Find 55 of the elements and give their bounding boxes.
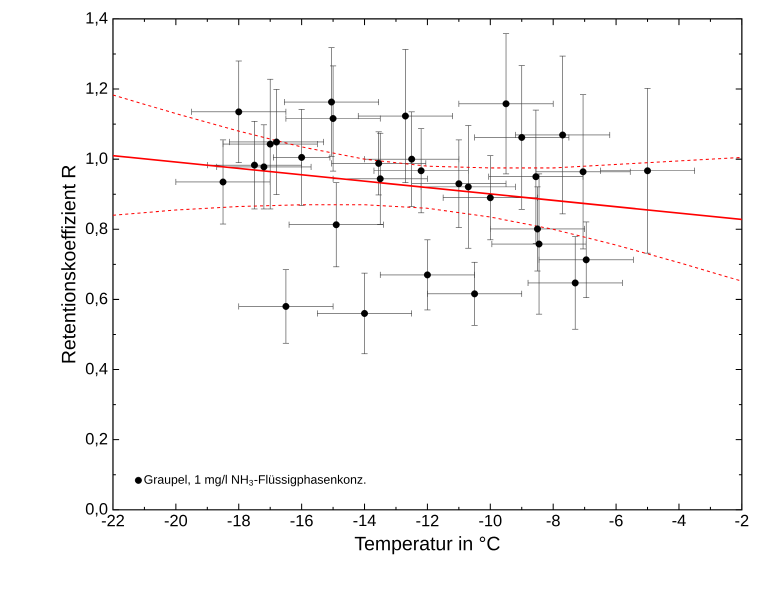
point <box>330 115 337 122</box>
point <box>375 160 382 167</box>
point <box>644 167 651 174</box>
point <box>582 256 590 264</box>
point <box>266 140 274 148</box>
x-tick-label: -20 <box>164 514 188 526</box>
point <box>220 178 227 186</box>
y-tick-label: 1,0 <box>86 152 108 166</box>
point <box>408 156 416 163</box>
x-tick-label: -16 <box>290 514 313 526</box>
point <box>486 194 494 202</box>
legend-label: Graupel, 1 mg/l NH$_{3}$-Flüssigphasenkonz. <box>144 474 366 486</box>
line-series <box>112 204 742 282</box>
point <box>580 168 587 176</box>
point <box>273 138 280 146</box>
point <box>559 132 566 139</box>
x-tick-label: -22 <box>102 514 124 526</box>
point <box>502 100 510 108</box>
point <box>532 173 540 180</box>
point <box>298 154 306 161</box>
point <box>518 134 526 141</box>
point <box>250 162 258 169</box>
x-tick-label: -4 <box>672 514 686 526</box>
point <box>282 303 290 310</box>
point <box>376 175 384 182</box>
y-tick-label: 1,2 <box>86 82 108 96</box>
y-tick-label: 1,4 <box>86 12 108 26</box>
x-tick-label: -8 <box>546 514 560 526</box>
y-tick-label: 0,4 <box>86 362 108 376</box>
point <box>471 290 478 298</box>
y-tick-label: 0,8 <box>86 222 108 236</box>
point <box>332 221 340 228</box>
x-tick-label: -18 <box>228 514 250 526</box>
point <box>572 280 579 286</box>
point <box>418 167 425 174</box>
x-tick-label: -14 <box>353 514 376 526</box>
point <box>455 180 462 188</box>
y-tick-label: 0,6 <box>86 292 108 306</box>
point <box>536 240 543 248</box>
point <box>235 108 242 116</box>
x-tick-label: -2 <box>735 514 748 526</box>
y-tick-label: 0,0 <box>86 503 108 517</box>
point <box>424 271 431 278</box>
point <box>402 112 409 120</box>
x-tick-label: -10 <box>479 514 502 526</box>
point <box>464 183 472 190</box>
point <box>534 226 541 232</box>
x-tick-label: -12 <box>416 514 438 526</box>
point <box>328 98 335 106</box>
y-tick-label: 0,2 <box>86 432 108 446</box>
point <box>361 310 368 317</box>
point <box>260 163 268 170</box>
x-axis-title: Temperatur in °C <box>354 536 500 554</box>
x-tick-label: -6 <box>610 514 623 526</box>
y-axis-title: Retentionskoeffizient R <box>61 166 76 363</box>
